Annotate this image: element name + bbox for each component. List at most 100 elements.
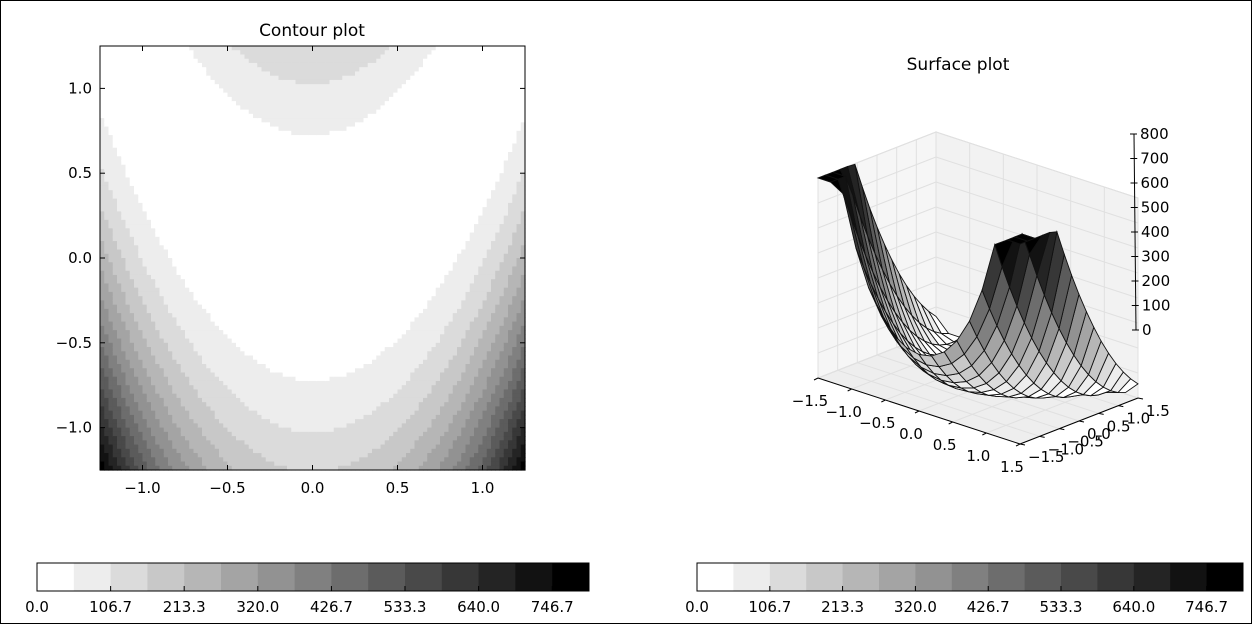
colorbar-tick-label: 533.3	[1040, 598, 1083, 616]
colorbar-tick-label: 0.0	[685, 598, 709, 616]
colorbar-swatch	[697, 563, 734, 591]
colorbar-tick-label: 426.7	[967, 598, 1010, 616]
colorbar-swatch	[988, 563, 1026, 591]
surface-grid	[935, 181, 1139, 249]
colorbar-swatch	[769, 563, 807, 591]
contour-ytick-label: 0.0	[68, 249, 92, 267]
surface-xtick-label: −1.5	[792, 392, 828, 410]
contour-ytick-label: 1.0	[68, 79, 92, 97]
colorbar-swatch	[405, 563, 443, 591]
surface-ytick-label: 0.0	[1087, 425, 1111, 443]
colorbar-frame	[696, 562, 1244, 592]
contour-ytick-label: −1.0	[56, 419, 92, 437]
surface-ztick-label: 400	[1141, 223, 1170, 241]
surface-ytick-label: −1.0	[1048, 440, 1084, 458]
colorbar-swatch	[1206, 563, 1244, 591]
surface-title: Surface plot	[907, 55, 1010, 75]
surface-grid	[935, 156, 1139, 224]
contour-ytick-label: 0.5	[68, 164, 92, 182]
contour-xtick-label: −0.5	[209, 479, 245, 497]
surface-mesh	[816, 163, 1139, 399]
colorbar-swatch	[1097, 563, 1135, 591]
surface-xtick-mark	[914, 410, 920, 414]
colorbar-tick-label: 533.3	[384, 598, 427, 616]
colorbar-tick-label: 213.3	[163, 598, 206, 616]
surface-xtick-label: 0.5	[933, 436, 957, 454]
surface-axes: −1.5−1.0−0.50.00.51.01.51.51.00.50.0−0.5…	[792, 125, 1171, 476]
colorbar-swatch	[184, 563, 222, 591]
surface-xtick-mark	[813, 377, 819, 381]
surface-ztick-label: 200	[1142, 272, 1171, 290]
colorbar-swatch	[879, 563, 916, 591]
surface-grid	[817, 156, 937, 204]
colorbar-swatch	[806, 563, 844, 591]
surface-xtick-mark	[948, 421, 953, 425]
colorbar-swatch	[1024, 563, 1062, 591]
surface-ztick-label: 100	[1142, 297, 1171, 315]
colorbar-swatch	[915, 563, 953, 591]
colorbar-tick-label: 106.7	[89, 598, 132, 616]
surface-xtick-mark	[982, 432, 987, 436]
colorbar-tick-label: 320.0	[236, 598, 279, 616]
colorbar-swatch	[1170, 563, 1208, 591]
colorbar-left: 0.0 106.7 213.3 320.0 426.7 533.3 640.0 746.7	[25, 562, 590, 616]
colorbar-tick-label: 640.0	[1112, 598, 1155, 616]
surface-panes	[816, 131, 1140, 445]
contour-xtick-label: 0.0	[301, 479, 325, 497]
surface-ztick-label: 600	[1141, 174, 1170, 192]
surface-ytick-label: −0.5	[1067, 433, 1103, 451]
colorbar-swatch	[951, 563, 989, 591]
surface-xtick-mark	[881, 399, 886, 403]
colorbar-swatch	[441, 563, 480, 591]
colorbar-swatch	[221, 563, 259, 591]
colorbar-right: 0.0 106.7 213.3 320.0 426.7 533.3 640.0 746.7	[685, 562, 1244, 616]
colorbar-tick-label: 640.0	[457, 598, 500, 616]
surface-ytick-label: −1.5	[1028, 448, 1064, 466]
surface-ztick-label: 500	[1141, 199, 1170, 217]
surface-ztick-label: 800	[1140, 125, 1169, 143]
contour-xtick-label: 1.0	[471, 479, 495, 497]
surface-grid	[935, 131, 1139, 199]
surface-xaxis-line	[817, 377, 1021, 445]
colorbar-swatch	[257, 563, 296, 591]
surface-xtick-label: 1.5	[1000, 458, 1024, 476]
colorbar-frame	[36, 562, 590, 592]
surface-xtick-mark	[1015, 443, 1021, 447]
contour-title: Contour plot	[259, 21, 365, 41]
colorbar-tick-label: 106.7	[748, 598, 791, 616]
colorbar-tick-label: 746.7	[531, 598, 574, 616]
colorbar-swatch	[552, 563, 590, 591]
surface-xtick-label: −1.0	[825, 403, 861, 421]
colorbar-swatch	[1133, 563, 1171, 591]
contour-ytick-label: −0.5	[56, 334, 92, 352]
surface-ytick-label: 0.5	[1107, 417, 1131, 435]
surface-ytick-mark	[1137, 397, 1144, 400]
colorbar-tick-label: 426.7	[310, 598, 353, 616]
surface-xtick-mark	[847, 388, 852, 392]
colorbar-swatch	[73, 563, 112, 591]
contour-xtick-label: −1.0	[124, 479, 160, 497]
colorbar-swatch	[110, 563, 148, 591]
contour-xtick-label: 0.5	[386, 479, 410, 497]
surface-ytick-label: 1.0	[1126, 410, 1150, 428]
contour-ticks: −1.0 −0.5 0.0 0.5 1.0 1.0 0.5 0.0 −0.5 −1.0	[56, 46, 525, 497]
surface-ztick-label: 0	[1142, 321, 1152, 339]
colorbar-swatch	[515, 563, 553, 591]
surface-xtick-label: 0.0	[899, 425, 923, 443]
colorbar-swatch	[331, 563, 369, 591]
colorbar-swatch	[37, 563, 75, 591]
surface-yaxis-line	[1019, 397, 1139, 445]
surface-ztick-label: 700	[1140, 150, 1169, 168]
colorbar-swatch	[1061, 563, 1098, 591]
colorbar-tick-label: 213.3	[821, 598, 864, 616]
colorbar-swatch	[733, 563, 771, 591]
surface-xtick-label: −0.5	[859, 414, 895, 432]
colorbar-tick-label: 0.0	[25, 598, 49, 616]
surface-ytick-label: 1.5	[1146, 402, 1170, 420]
surface-xtick-label: 1.0	[966, 447, 990, 465]
colorbar-tick-label: 320.0	[894, 598, 937, 616]
surface-ztick-label: 300	[1141, 248, 1170, 266]
surface-grid	[817, 181, 937, 229]
colorbar-swatch	[368, 563, 406, 591]
